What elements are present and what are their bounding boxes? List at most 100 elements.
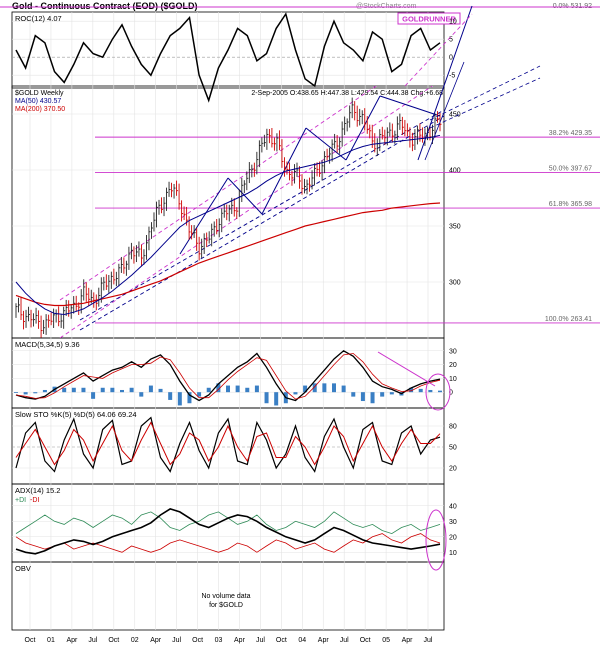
y-tick-label: 50 <box>449 445 457 452</box>
x-tick-label: Oct <box>108 637 119 644</box>
x-tick-label: Jul <box>256 637 265 644</box>
x-tick-label: 03 <box>215 637 223 644</box>
macd-histogram-bar <box>264 392 269 404</box>
macd-histogram-bar <box>351 392 356 397</box>
projection-lines <box>404 5 541 161</box>
support-dashed-2 <box>79 115 444 331</box>
adx-panel-frame <box>11 483 445 563</box>
ohlc-readout: 2-Sep-2005 O:438.65 H:447.38 L:429.54 C:… <box>251 90 443 97</box>
y-tick-label: 20 <box>449 466 457 473</box>
y-tick-label: 20 <box>449 534 457 541</box>
price-symbol-label: $GOLD Weekly <box>15 90 64 97</box>
y-tick-label: 30 <box>449 348 457 355</box>
y-tick-label: 300 <box>449 280 461 287</box>
macd-histogram-bar <box>197 392 202 397</box>
macd-histogram-bar <box>312 383 317 393</box>
macd-histogram-bar <box>158 388 163 393</box>
obv-label: OBV <box>15 564 31 573</box>
macd-histogram-bar <box>303 385 308 393</box>
watermark: @StockCharts.com <box>356 3 417 10</box>
x-tick-label: 04 <box>298 637 306 644</box>
macd-histogram-bar <box>274 392 279 406</box>
roc-label: ROC(12) 4.07 <box>15 14 62 23</box>
roc-axis-ticks: 10 5 0 -5 <box>449 19 457 80</box>
y-tick-label: 350 <box>449 224 461 231</box>
fib-level-label: 61.8% 365.98 <box>549 201 592 208</box>
macd-histogram-bar <box>33 392 38 394</box>
macd-line <box>15 350 441 402</box>
y-tick-label: 5 <box>449 37 453 44</box>
macd-histogram-bar <box>14 392 18 393</box>
macd-histogram-bar <box>370 392 375 404</box>
adx-line <box>15 508 441 555</box>
ma200-label: MA(200) 370.50 <box>15 106 65 113</box>
projection-line-2 <box>424 61 465 161</box>
macd-histogram-bar <box>418 388 423 393</box>
macd-trendline <box>377 351 436 387</box>
macd-axis-ticks: 30 20 10 0 <box>449 348 457 396</box>
obv-note-line2: for $GOLD <box>209 602 243 609</box>
macd-histogram <box>14 383 442 406</box>
macd-histogram-bar <box>71 387 76 393</box>
x-axis-labels: Oct 01 Apr Jul Oct 02 Apr Jul Oct 03 Apr Jul Oct 04 Ap… <box>25 637 433 644</box>
vertical-grid <box>29 12 429 630</box>
y-tick-label: 0 <box>449 55 453 62</box>
macd-histogram-bar <box>216 383 221 393</box>
macd-histogram-bar <box>168 392 173 400</box>
trendline-1 <box>179 177 229 255</box>
y-tick-label: 80 <box>449 424 457 431</box>
trendline-2 <box>227 177 263 215</box>
price-panel-frame <box>11 85 445 339</box>
macd-label: MACD(5,34,5) 9.36 <box>15 340 80 349</box>
goldrunner-badge: GOLDRUNNER <box>402 15 456 24</box>
minus-di-line <box>15 533 441 553</box>
adx-legend-plus: +DI <box>15 497 26 504</box>
x-tick-label: Apr <box>234 637 246 644</box>
y-tick-label: 30 <box>449 519 457 526</box>
macd-histogram-bar <box>62 387 67 393</box>
macd-highlight-ellipse <box>425 373 451 411</box>
obv-panel-frame <box>11 561 445 631</box>
adx-highlight-ellipse <box>425 509 447 571</box>
y-tick-label: 40 <box>449 503 457 510</box>
y-tick-label: 400 <box>449 168 461 175</box>
goldrunner-badge-box <box>397 12 461 25</box>
macd-histogram-bar <box>389 392 394 395</box>
x-tick-label: Oct <box>192 637 203 644</box>
x-tick-label: Oct <box>360 637 371 644</box>
chart-title: Gold - Continuous Contract (EOD) ($GOLD) <box>12 1 197 11</box>
macd-histogram-bar <box>148 385 153 393</box>
fib-level-label: 50.0% 397.67 <box>549 166 592 173</box>
macd-histogram-bar <box>409 387 414 393</box>
ma50-label: MA(50) 430.57 <box>15 98 61 105</box>
x-tick-label: Oct <box>276 637 287 644</box>
macd-histogram-bar <box>81 387 86 393</box>
macd-histogram-bar <box>100 387 105 393</box>
macd-histogram-bar <box>322 383 327 393</box>
y-tick-label: 10 <box>449 19 457 26</box>
x-tick-label: Oct <box>25 637 36 644</box>
macd-histogram-bar <box>380 392 385 397</box>
fib-level-label: 38.2% 429.35 <box>549 130 592 137</box>
adx-axis-ticks: 40 30 20 10 <box>449 503 457 557</box>
plus-di-line <box>15 511 441 535</box>
macd-histogram-bar <box>360 392 365 402</box>
macd-histogram-bar <box>42 389 47 393</box>
x-tick-label: Jul <box>88 637 97 644</box>
price-bars <box>15 97 442 338</box>
fib-top-label: 0.0% 531.92 <box>553 3 592 10</box>
macd-histogram-bar <box>129 387 134 393</box>
macd-histogram-bar <box>110 387 115 393</box>
sto-d-line <box>15 421 441 466</box>
fibonacci-lines: 38.2% 429.35 50.0% 397.67 61.8% 365.98 10 0.… <box>0 6 600 324</box>
macd-histogram-bar <box>428 389 433 393</box>
x-tick-label: 02 <box>131 637 139 644</box>
macd-histogram-bar <box>226 385 230 393</box>
macd-histogram-bar <box>139 392 144 397</box>
y-tick-label: 0 <box>449 390 453 397</box>
x-tick-label: Apr <box>402 637 414 644</box>
projection-line-1 <box>417 5 473 161</box>
macd-histogram-bar <box>235 385 240 393</box>
macd-histogram-bar <box>254 385 259 393</box>
